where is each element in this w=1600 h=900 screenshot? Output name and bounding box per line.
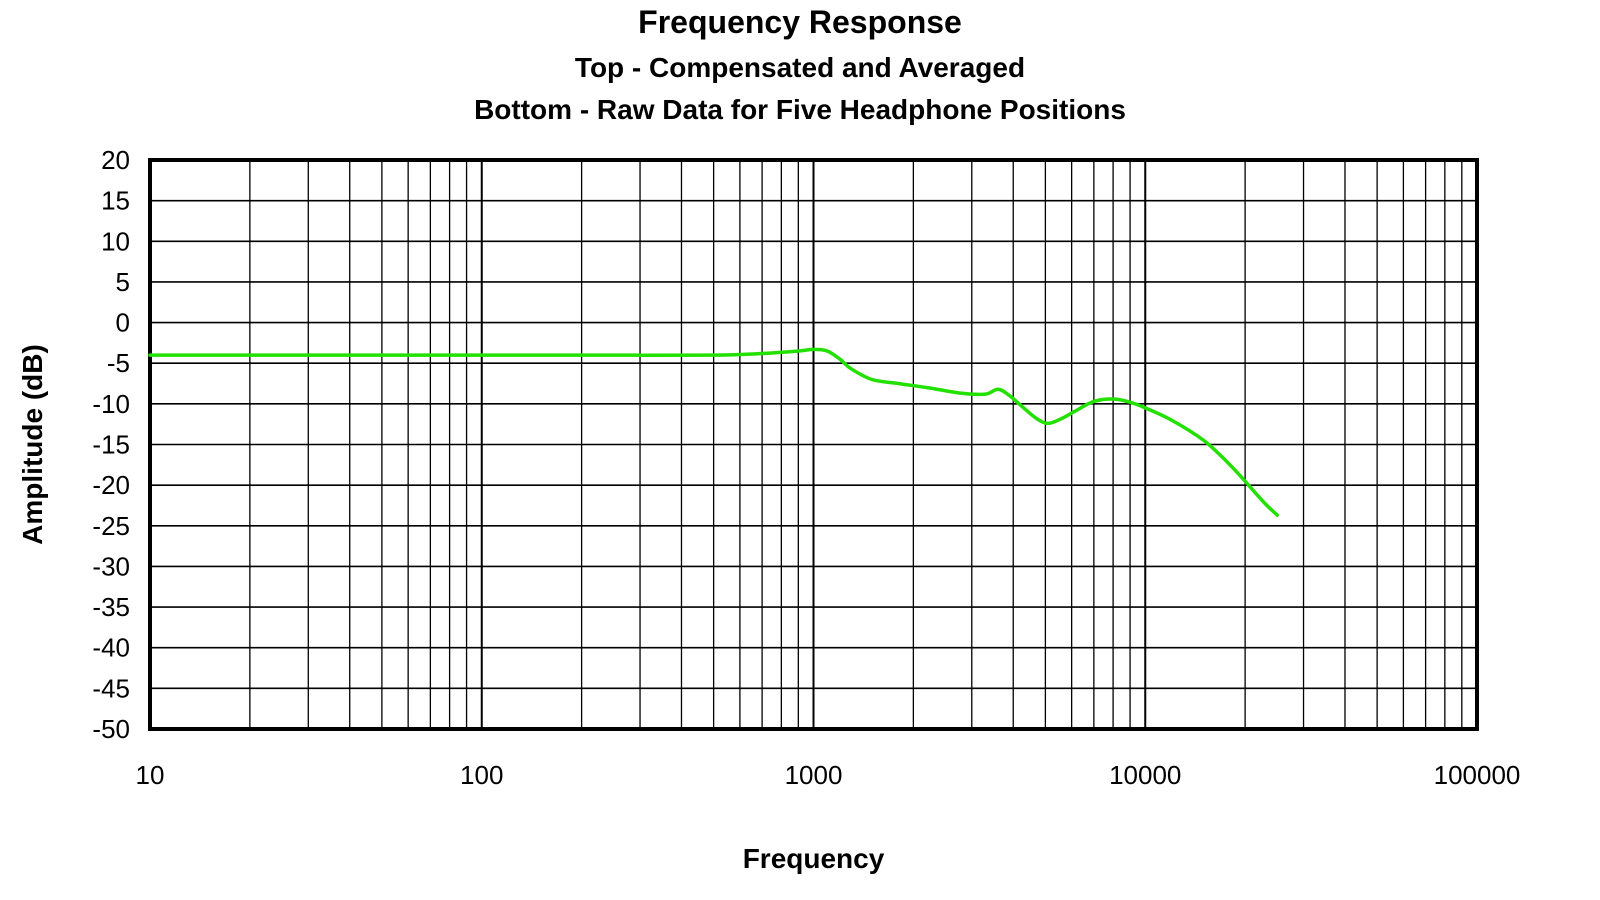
x-tick-label: 10000 [1109, 760, 1181, 790]
major-gridlines [149, 159, 1477, 730]
y-tick-label: -50 [92, 714, 130, 744]
y-tick-label: -30 [92, 551, 130, 581]
x-tick-label: 1000 [785, 760, 843, 790]
y-tick-label: 0 [116, 308, 130, 338]
y-tick-label: -15 [92, 430, 130, 460]
y-tick-label: -45 [92, 673, 130, 703]
y-tick-label: 5 [116, 267, 130, 297]
x-tick-label: 100 [460, 760, 503, 790]
y-tick-labels: 20 15 10 5 0 -5 -10 -15 -20 -25 -30 -35 -40 -45 -50 [92, 145, 130, 744]
chart-subtitle-bottom: Bottom - Raw Data for Five Headphone Pos… [474, 94, 1126, 125]
y-tick-label: -20 [92, 470, 130, 500]
x-axis-label: Frequency [743, 843, 885, 874]
series-line [148, 347, 1280, 517]
y-tick-label: -10 [92, 389, 130, 419]
y-tick-label: -5 [107, 348, 130, 378]
y-tick-label: -35 [92, 592, 130, 622]
plot-border [148, 158, 1479, 731]
series-layer [148, 347, 1280, 517]
x-tick-label: 100000 [1434, 760, 1521, 790]
chart-title: Frequency Response [638, 4, 962, 40]
y-tick-label: 15 [101, 186, 130, 216]
x-tick-labels: 10 100 1000 10000 100000 [136, 760, 1521, 790]
y-tick-label: -40 [92, 633, 130, 663]
y-tick-label: 20 [101, 145, 130, 175]
plot-frame [148, 158, 1479, 731]
y-axis-label: Amplitude (dB) [17, 344, 48, 545]
y-tick-label: -25 [92, 511, 130, 541]
x-tick-label: 10 [136, 760, 165, 790]
chart-subtitle-top: Top - Compensated and Averaged [574, 52, 1026, 83]
y-tick-label: 10 [101, 226, 130, 256]
